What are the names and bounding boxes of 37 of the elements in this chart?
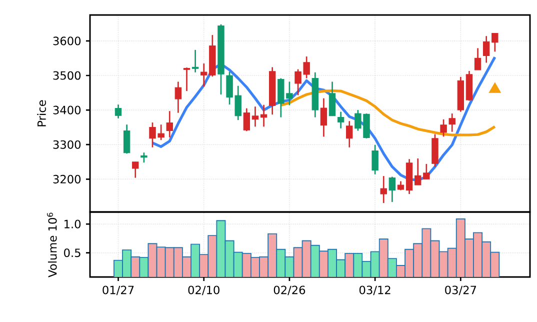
y-axis-title: Volume 10$^{6}$: [46, 212, 57, 278]
x-tick-label: 02/10: [188, 286, 220, 296]
candlestick: [448, 112, 456, 132]
y-tick-label: 3200: [53, 174, 81, 184]
candlestick: [492, 32, 498, 52]
candlestick: [192, 49, 199, 74]
candlestick: [132, 161, 139, 178]
candlestick: [260, 104, 268, 128]
x-tick-label: 03/12: [359, 286, 390, 296]
candlestick: [388, 176, 396, 203]
x-tick-label: 01/27: [102, 286, 134, 296]
candlestick: [380, 175, 387, 204]
candlestick: [440, 118, 447, 138]
x-tick-label: 03/27: [445, 286, 476, 296]
candlestick: [320, 98, 328, 138]
y-axis-title: Price: [37, 100, 46, 126]
candlestick: [328, 81, 336, 117]
candlestick: [243, 108, 250, 132]
candlestick: [166, 110, 173, 138]
candlestick: [346, 120, 353, 148]
candlestick: [174, 81, 182, 114]
candlestick: [372, 144, 378, 175]
x-tick-label: 02/26: [274, 286, 306, 296]
y-tick-label: 3500: [53, 71, 81, 80]
candlestick: [252, 106, 259, 128]
candlestick: [183, 66, 190, 92]
candlestick: [140, 152, 148, 164]
y-tick-label: 0.5: [64, 248, 80, 258]
candlestick: [337, 111, 344, 130]
candlestick: [482, 35, 490, 64]
y-tick-label: 3600: [53, 36, 81, 46]
y-tick-label: 3400: [53, 106, 81, 114]
candlestick: [123, 124, 130, 154]
candlestick: [114, 104, 122, 120]
y-tick-label: 3300: [53, 140, 81, 149]
y-tick-label: 1.0: [64, 220, 81, 228]
candlestick: [474, 48, 482, 71]
